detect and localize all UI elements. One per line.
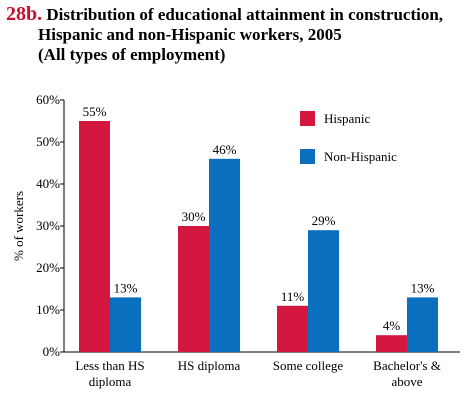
x-tick-label: diploma [89,374,132,389]
bar-non-hispanic-1 [209,158,240,352]
bar-non-hispanic-3 [407,297,438,352]
x-tick-label: Bachelor's & [373,358,441,373]
legend-label-non-hispanic: Non-Hispanic [324,149,397,164]
legend-swatch-hispanic [300,111,315,126]
chart-axes: 0% 10% 20% 30% 40% 50% 60% % of workers Less tha… [11,92,460,389]
bar-value-label: 4% [383,318,401,333]
bar-hispanic-3 [376,335,407,352]
legend-label-hispanic: Hispanic [324,111,370,126]
bar-non-hispanic-0 [110,297,141,352]
bar-hispanic-1 [178,226,209,352]
figure-title-line-2: Hispanic and non-Hispanic workers, 2005 [38,25,342,44]
x-tick-label: HS diploma [178,358,241,373]
y-tick-label: 0% [43,344,61,359]
bar-hispanic-0 [79,121,110,352]
legend-swatch-non-hispanic [300,149,315,164]
y-tick-label: 10% [36,302,60,317]
bar-value-label: 55% [83,104,107,119]
bar-value-label: 11% [281,289,305,304]
chart-bars: 55% 13% 30% 46% 11% 29% 4% 13% [79,104,438,352]
x-tick-label: above [391,374,422,389]
figure-title-block: 28b. Distribution of educational attainm… [6,4,461,65]
chart-legend: Hispanic Non-Hispanic [300,111,397,164]
bar-value-label: 13% [411,280,435,295]
y-tick-label: 20% [36,260,60,275]
figure-title-text-1: Distribution of educational attainment i… [46,5,444,24]
y-tick-label: 60% [36,92,60,107]
x-tick-label: Some college [273,358,344,373]
y-tick-label: 30% [36,218,60,233]
bar-value-label: 30% [182,209,206,224]
y-tick-label: 40% [36,176,60,191]
figure-number: 28b. [6,3,43,25]
y-axis-title: % of workers [11,191,26,261]
bar-non-hispanic-2 [308,230,339,352]
y-tick-label: 50% [36,134,60,149]
bar-hispanic-2 [277,305,308,352]
figure-title-line-1: 28b. Distribution of educational attainm… [6,4,461,25]
bar-value-label: 46% [213,142,237,157]
x-tick-label: Less than HS [75,358,144,373]
bar-value-label: 29% [312,213,336,228]
bar-value-label: 13% [114,280,138,295]
figure-subtitle: (All types of employment) [38,45,226,64]
